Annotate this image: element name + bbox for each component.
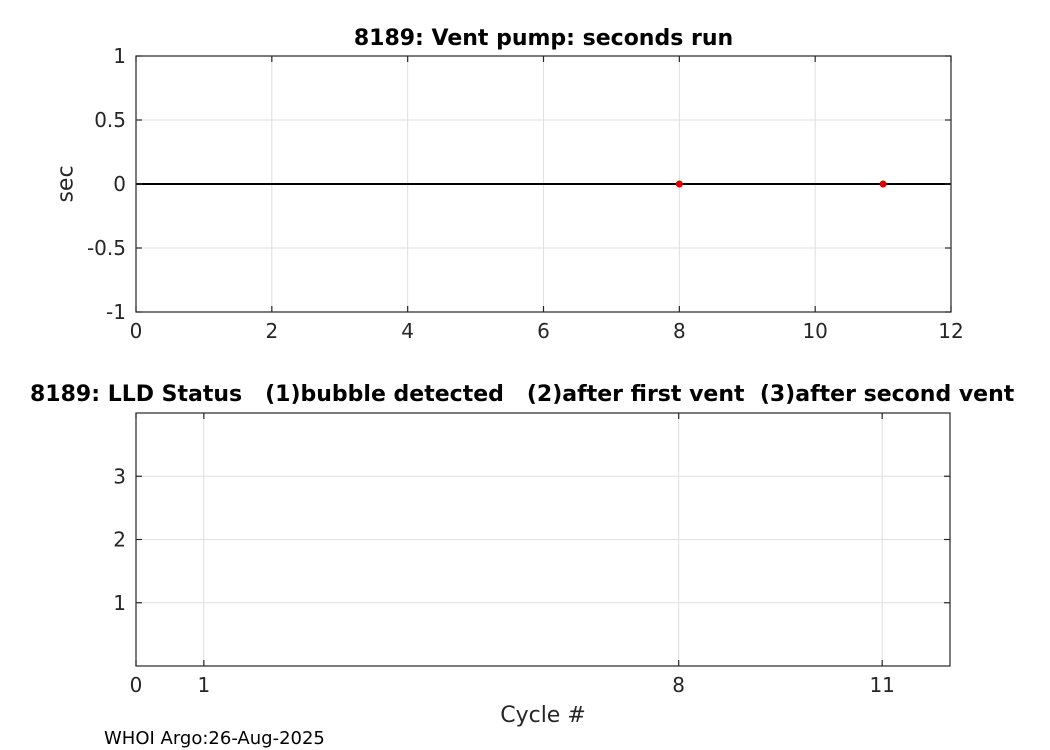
x-tick-label: 8 (672, 673, 685, 697)
x-tick-label: 10 (802, 319, 827, 343)
y-tick-label: 0 (113, 172, 126, 196)
x-tick-label: 4 (401, 319, 414, 343)
x-tick-label: 6 (537, 319, 550, 343)
chart1-y-axis-label: sec (53, 165, 79, 203)
x-tick-label: 11 (869, 673, 894, 697)
chart2-x-axis-label: Cycle # (500, 703, 586, 728)
y-tick-label: 0.5 (94, 108, 126, 132)
x-tick-label: 0 (130, 673, 143, 697)
x-tick-label: 8 (673, 319, 686, 343)
x-tick-label: 0 (130, 319, 143, 343)
footer-credit: WHOI Argo:26-Aug-2025 (104, 728, 325, 749)
y-tick-label: -0.5 (87, 236, 126, 260)
x-tick-label: 2 (265, 319, 278, 343)
data-point-marker (675, 180, 683, 188)
data-point-marker (879, 180, 887, 188)
x-tick-label: 12 (938, 319, 963, 343)
y-tick-label: 2 (113, 528, 126, 552)
x-tick-label: 1 (197, 673, 210, 697)
chart1-title: 8189: Vent pump: seconds run (353, 26, 734, 51)
y-tick-label: 1 (113, 591, 126, 615)
y-tick-label: 1 (113, 44, 126, 68)
y-tick-label: 3 (113, 464, 126, 488)
y-tick-label: -1 (106, 300, 126, 324)
chart2-title: 8189: LLD Status (1)bubble detected (2)a… (30, 382, 1015, 407)
